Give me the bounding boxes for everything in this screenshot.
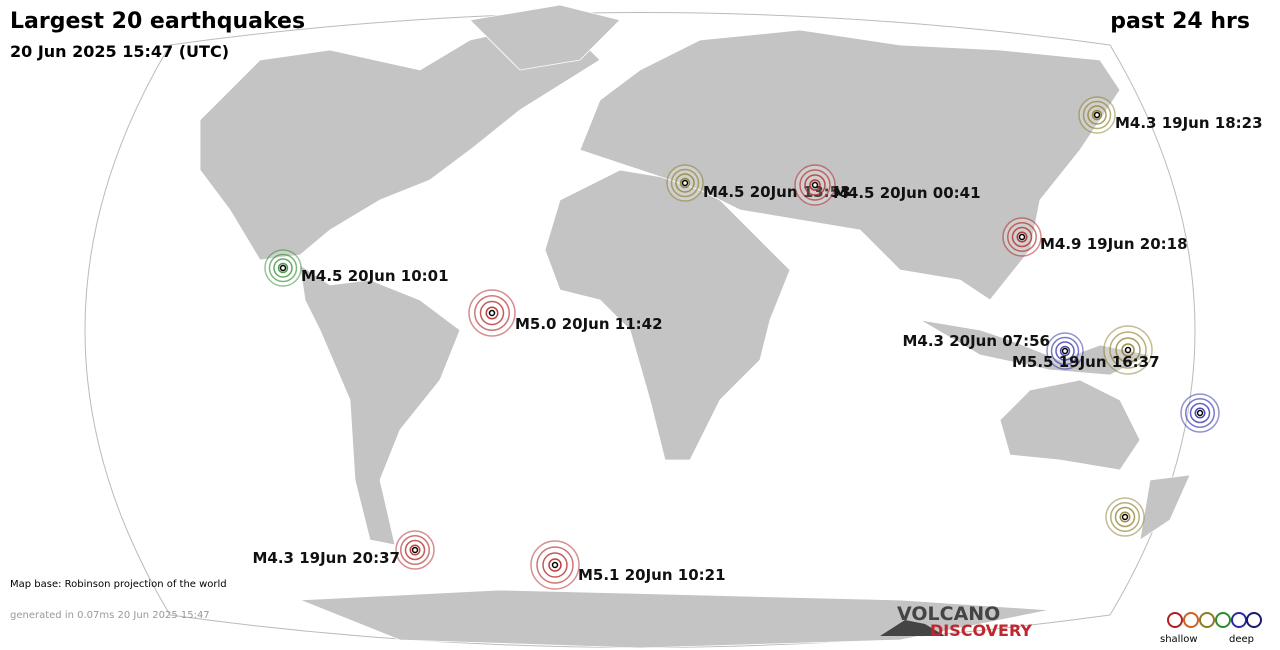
- logo-line1: VOLCANO: [897, 603, 1000, 625]
- quake-ring: [1194, 407, 1206, 419]
- map-base: Map base: Robinson projection of the wor…: [10, 579, 227, 590]
- quake-label: M4.9 19Jun 20:18: [1040, 235, 1188, 253]
- quake-ring: [1189, 402, 1211, 424]
- generated: generated in 0.07ms 20 Jun 2025 15:47: [10, 610, 210, 621]
- quake-ring: [809, 179, 821, 191]
- quake-ring: [799, 169, 831, 201]
- quake-ring: [1121, 343, 1135, 357]
- quake-ring: [273, 258, 293, 278]
- quake-ring: [1091, 109, 1103, 121]
- quake-ring: [1011, 226, 1033, 248]
- quake-center: [1124, 346, 1132, 354]
- quake-center: [551, 561, 559, 569]
- quake-ring: [409, 544, 421, 556]
- quake-ring: [548, 558, 562, 572]
- quake-ring: [1016, 231, 1028, 243]
- quake-ring: [1119, 511, 1131, 523]
- quake-center: [681, 179, 689, 187]
- title: Largest 20 earthquakes: [10, 9, 305, 34]
- quake-ring: [1059, 345, 1071, 357]
- quake-ring: [679, 177, 691, 189]
- quake-label: M4.3 19Jun 20:37: [252, 549, 400, 567]
- quake-center: [1196, 409, 1204, 417]
- period: past 24 hrs: [1110, 9, 1250, 34]
- quake-ring: [675, 173, 695, 193]
- quake-ring: [1055, 341, 1075, 361]
- quake-center: [488, 309, 496, 317]
- quake-ring: [485, 306, 499, 320]
- quake-ring: [268, 253, 298, 283]
- legend-deep: deep: [1229, 634, 1254, 645]
- quake-ring: [1109, 331, 1147, 369]
- quake-ring: [277, 262, 289, 274]
- quake-ring: [1082, 100, 1112, 130]
- quake-center: [1018, 233, 1026, 241]
- quake-ring: [1087, 105, 1107, 125]
- quake-label: M4.5 20Jun 10:01: [301, 267, 449, 285]
- quake-center: [811, 181, 819, 189]
- quake-ring: [542, 552, 568, 578]
- quake-ring: [474, 295, 510, 331]
- quake-center: [279, 264, 287, 272]
- quake-label: M5.5 19Jun 16:37: [1012, 353, 1160, 371]
- quake-ring: [400, 535, 430, 565]
- quake-ring: [1110, 502, 1140, 532]
- quake-label: M5.1 20Jun 10:21: [578, 566, 726, 584]
- quake-ring: [1007, 222, 1037, 252]
- quake-ring: [804, 174, 826, 196]
- quake-label: M4.5 20Jun 00:41: [833, 184, 981, 202]
- quake-center: [411, 546, 419, 554]
- quake-center: [1061, 347, 1069, 355]
- timestamp: 20 Jun 2025 15:47 (UTC): [10, 42, 229, 61]
- quake-ring: [536, 546, 574, 584]
- logo-line2: DISCOVERY: [930, 621, 1032, 640]
- quake-ring: [1114, 506, 1136, 528]
- quake-ring: [479, 300, 505, 326]
- quake-label: M4.3 20Jun 07:56: [902, 332, 1050, 350]
- quake-ring: [1185, 398, 1215, 428]
- quake-ring: [1115, 337, 1141, 363]
- quake-center: [1093, 111, 1101, 119]
- quake-ring: [404, 539, 426, 561]
- logo-mountain: [880, 620, 945, 636]
- quake-label: M5.0 20Jun 11:42: [515, 315, 663, 333]
- legend-shallow: shallow: [1160, 634, 1198, 645]
- depth-legend: [1167, 612, 1262, 628]
- quake-label: M4.3 19Jun 18:23: [1115, 114, 1263, 132]
- land: [199, 4, 1191, 649]
- quake-center: [1121, 513, 1129, 521]
- quake-ring: [670, 168, 700, 198]
- quake-ring: [1050, 336, 1080, 366]
